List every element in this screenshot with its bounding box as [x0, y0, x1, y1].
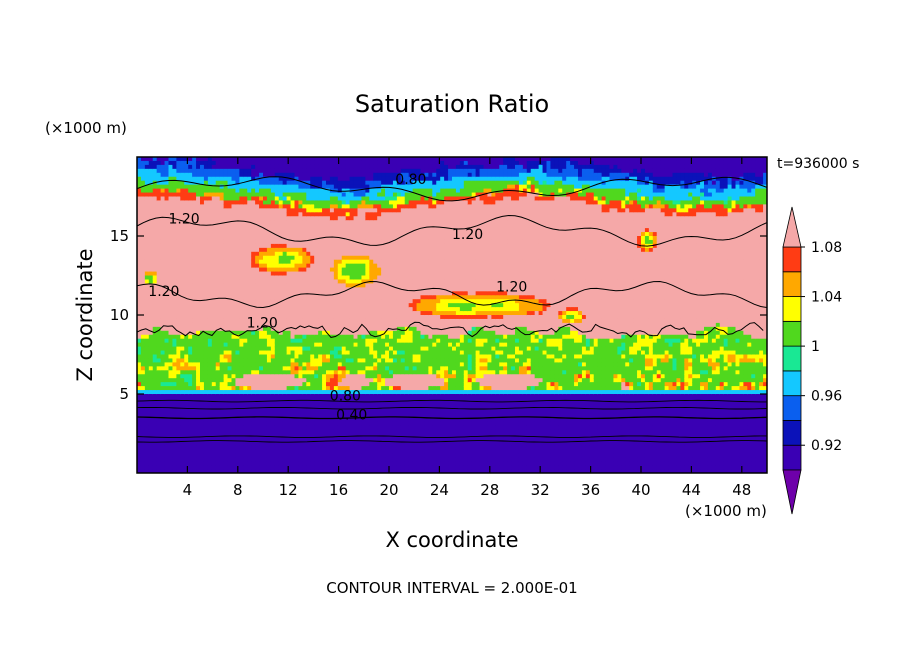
- y-tick-label: 5: [119, 385, 129, 403]
- y-tick-label: 10: [110, 306, 129, 324]
- y-axis: 5 10 15: [110, 227, 767, 403]
- colorbar-swatch: [782, 271, 802, 297]
- colorbar-tick-label: 1.04: [811, 290, 842, 306]
- x-tick-label: 36: [581, 481, 600, 499]
- x-tick-label: 24: [430, 481, 449, 499]
- y-axis-label: Z coordinate: [73, 248, 97, 381]
- colorbar-tick-label: 0.92: [811, 438, 842, 454]
- colorbar-swatch: [782, 395, 802, 421]
- contour-label: 1.20: [169, 211, 200, 227]
- colorbar: 0.92 0.96 1 1.04 1.08: [782, 206, 842, 515]
- y-unit-label: (×1000 m): [45, 119, 127, 137]
- chart-title: Saturation Ratio: [355, 90, 549, 118]
- colorbar-swatch: [782, 320, 802, 347]
- colorbar-tick-label: 1.08: [811, 240, 842, 256]
- y-tick-label: 15: [110, 227, 129, 245]
- colorbar-swatch: [782, 296, 802, 322]
- contour-label: 1.20: [452, 227, 483, 243]
- colorbar-bottom-arrow: [782, 469, 802, 515]
- x-tick-label: 8: [233, 481, 243, 499]
- saturation-field: [137, 157, 767, 473]
- contour-label: 0.80: [330, 388, 361, 404]
- x-tick-label: 4: [183, 481, 193, 499]
- contour-label: 1.20: [496, 279, 527, 295]
- contour-label: 1.20: [247, 316, 278, 332]
- time-label: t=936000 s: [777, 156, 859, 172]
- x-tick-label: 44: [682, 481, 701, 499]
- colorbar-swatch: [782, 345, 802, 372]
- x-axis: 4 8 12 16 20 24 28 32 36 40 44 48: [183, 157, 751, 499]
- x-unit-label: (×1000 m): [685, 502, 767, 520]
- contour-labels: 0.80 1.20 1.20 1.20 1.20 1.20 0.80 0.40: [148, 172, 527, 423]
- x-tick-label: 40: [631, 481, 650, 499]
- colorbar-tick-label: 0.96: [811, 389, 842, 405]
- colorbar-swatch: [782, 246, 802, 273]
- colorbar-top-arrow: [782, 206, 802, 248]
- colorbar-swatch: [782, 444, 802, 471]
- contour-interval-footer: CONTOUR INTERVAL = 2.000E-01: [326, 579, 577, 597]
- contour-label: 0.80: [395, 172, 426, 188]
- x-tick-label: 32: [531, 481, 550, 499]
- x-tick-label: 48: [732, 481, 751, 499]
- contour-lines: [137, 176, 767, 443]
- colorbar-tick-label: 1: [811, 339, 820, 355]
- x-tick-label: 20: [379, 481, 398, 499]
- x-tick-label: 12: [279, 481, 298, 499]
- contour-label: 1.20: [148, 284, 179, 300]
- x-tick-label: 16: [329, 481, 348, 499]
- contour-label: 0.40: [336, 407, 367, 423]
- colorbar-swatch: [782, 370, 802, 397]
- x-tick-label: 28: [480, 481, 499, 499]
- x-axis-label: X coordinate: [385, 528, 518, 552]
- colorbar-swatch: [782, 420, 802, 446]
